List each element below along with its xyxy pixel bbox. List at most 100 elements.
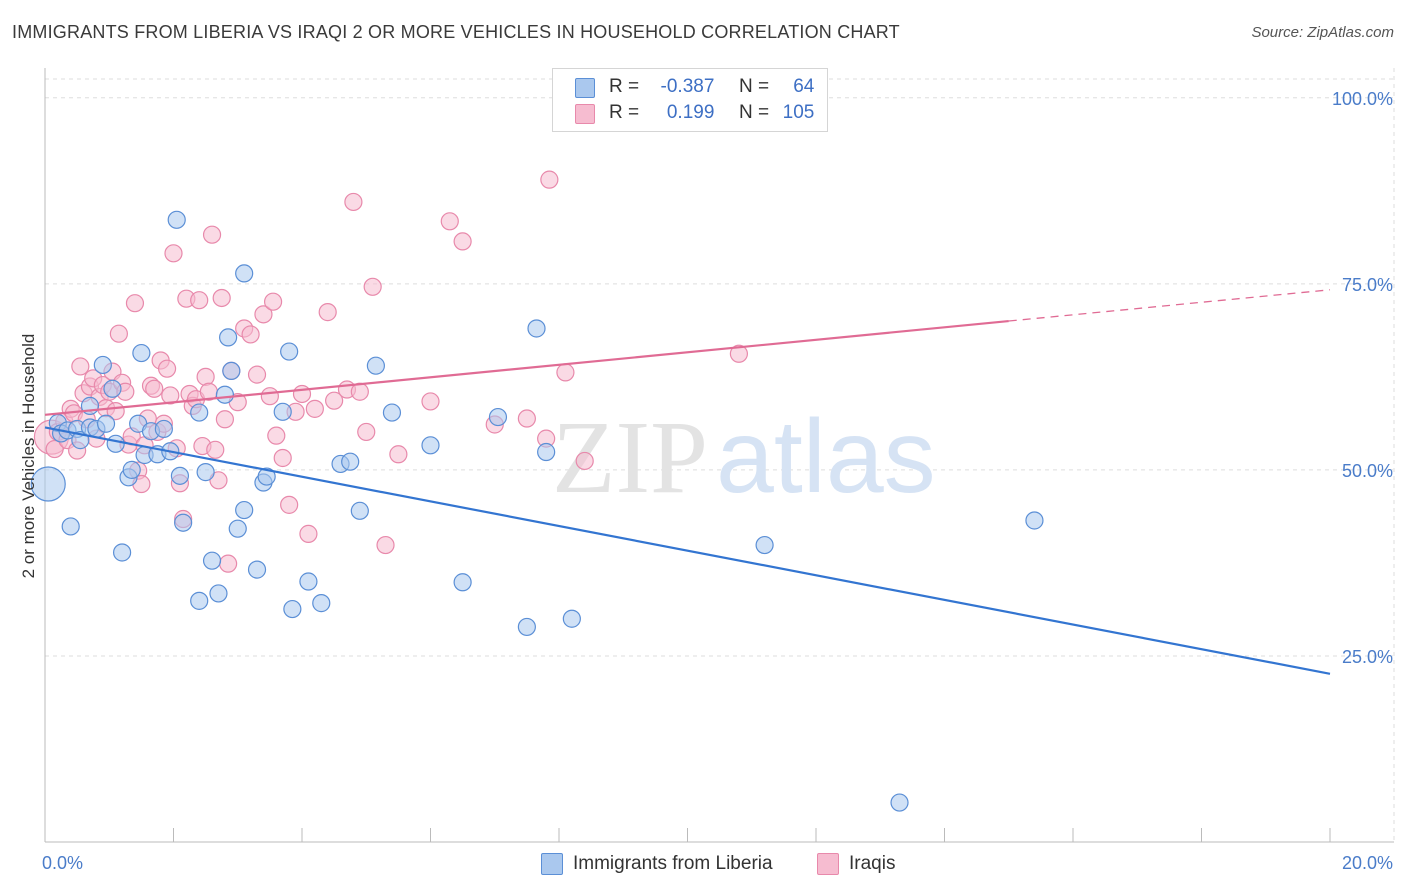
liberia-point-30 — [202, 551, 222, 570]
bottom-liberia-swatch — [541, 853, 563, 875]
iraqi-trend-dashed — [1008, 289, 1331, 322]
legend-text-iraqi: R = 0.199 N = 105 — [609, 102, 815, 123]
liberia-point-18 — [132, 343, 151, 363]
iraqi-point-76 — [363, 277, 382, 296]
x-tick-label-1: 20.0% — [1342, 853, 1393, 873]
iraqi-point-86 — [556, 363, 575, 382]
liberia-trend-solid — [44, 426, 1331, 675]
iraqi-point-69 — [305, 399, 324, 418]
liberia-point-12 — [103, 379, 122, 398]
iraqi-point-50 — [206, 440, 225, 459]
iraqi-point-53 — [215, 410, 234, 429]
iraqi-point-68 — [299, 524, 318, 543]
iraqi-point-65 — [280, 495, 299, 514]
liberia-point-27 — [190, 403, 209, 422]
watermark: ZIP atlas — [552, 399, 936, 515]
iraqi-point-31 — [145, 379, 164, 398]
iraqi-point-8 — [71, 357, 90, 376]
iraqi-point-78 — [389, 445, 408, 464]
liberia-point-11 — [96, 414, 116, 433]
liberia-point-13 — [106, 434, 125, 453]
liberia-point-28 — [190, 591, 209, 610]
iraqi-point-20 — [109, 324, 128, 343]
iraqi-point-62 — [263, 292, 283, 311]
liberia-point-38 — [247, 560, 267, 579]
liberia-point-33 — [219, 328, 238, 347]
liberia-point-54 — [517, 617, 536, 637]
iraqi-point-85 — [540, 170, 559, 189]
liberia-point-4 — [61, 517, 80, 536]
y-tick-label-1: 75.0% — [1342, 275, 1393, 295]
y-tick-label-2: 50.0% — [1342, 461, 1393, 481]
iraqi-point-47 — [196, 367, 215, 386]
correlation-legend: R = -0.387 N = 64 R = 0.199 N = 105 — [552, 68, 828, 132]
iraqi-point-1 — [45, 439, 64, 459]
iraqi-point-61 — [260, 387, 279, 406]
iraqi-point-36 — [161, 386, 180, 405]
liberia-point-10 — [93, 355, 112, 375]
y-tick-label-0: 100.0% — [1332, 89, 1393, 109]
bottom-iraqi-label: Iraqis — [849, 853, 896, 874]
iraqi-point-45 — [190, 291, 209, 310]
liberia-point-47 — [341, 452, 360, 471]
liberia-point-56 — [537, 442, 556, 462]
iraqi-point-54 — [219, 554, 238, 573]
liberia-point-29 — [196, 463, 215, 482]
liberia-point-34 — [222, 361, 241, 381]
iraqi-point-59 — [247, 365, 267, 384]
liberia-points — [30, 210, 1044, 812]
liberia-point-58 — [755, 535, 774, 555]
iraqi-point-87 — [575, 451, 594, 471]
liberia-point-0 — [30, 466, 66, 502]
iraqi-point-35 — [157, 359, 177, 378]
liberia-point-35 — [228, 519, 247, 538]
liberia-swatch — [575, 78, 595, 98]
liberia-r-value: -0.387 — [660, 76, 715, 97]
liberia-point-59 — [890, 793, 909, 812]
iraqi-point-75 — [357, 422, 376, 442]
iraqi-point-77 — [376, 535, 395, 555]
liberia-point-40 — [257, 467, 276, 486]
iraqi-point-64 — [273, 448, 292, 468]
liberia-point-60 — [1025, 511, 1044, 530]
liberia-point-26 — [174, 513, 193, 532]
liberia-point-50 — [382, 403, 402, 422]
chart-source: Source: ZipAtlas.com — [1251, 24, 1394, 41]
iraqi-swatch — [575, 104, 595, 124]
trend-lines — [44, 289, 1331, 675]
iraqi-point-51 — [209, 471, 228, 490]
liberia-point-16 — [122, 460, 141, 479]
liberia-point-36 — [235, 264, 254, 283]
x-tick-label-0: 0.0% — [42, 853, 83, 873]
iraqi-r-value: 0.199 — [666, 102, 715, 123]
iraqi-point-58 — [241, 325, 260, 344]
liberia-n-value: 64 — [793, 76, 815, 97]
liberia-point-48 — [350, 501, 369, 520]
liberia-point-57 — [562, 609, 581, 628]
iraqi-point-25 — [125, 294, 145, 313]
iraqi-point-49 — [202, 225, 222, 244]
liberia-point-51 — [421, 436, 440, 455]
axis-layer: 100.0% 75.0% 50.0% 25.0% 0.0% 20.0% — [42, 68, 1394, 873]
iraqi-point-63 — [267, 426, 286, 445]
iraqi-point-37 — [164, 244, 183, 263]
iraqi-point-79 — [421, 392, 440, 411]
iraqi-trend-solid — [44, 319, 1009, 416]
iraqi-point-67 — [292, 384, 312, 404]
liberia-point-25 — [170, 466, 190, 485]
liberia-point-43 — [283, 599, 302, 619]
iraqi-point-73 — [344, 192, 363, 212]
iraqi-point-60 — [254, 305, 273, 324]
liberia-point-45 — [312, 594, 331, 613]
liberia-point-41 — [273, 402, 292, 421]
liberia-point-55 — [527, 319, 546, 338]
bottom-iraqi-swatch — [817, 853, 839, 875]
chart-title: IMMIGRANTS FROM LIBERIA VS IRAQI 2 OR MO… — [12, 22, 900, 42]
liberia-point-24 — [167, 210, 186, 229]
iraqi-n-value: 105 — [782, 102, 815, 123]
watermark-atlas: atlas — [716, 399, 936, 515]
liberia-point-44 — [299, 572, 318, 591]
liberia-point-42 — [280, 342, 299, 361]
liberia-point-37 — [235, 500, 254, 520]
